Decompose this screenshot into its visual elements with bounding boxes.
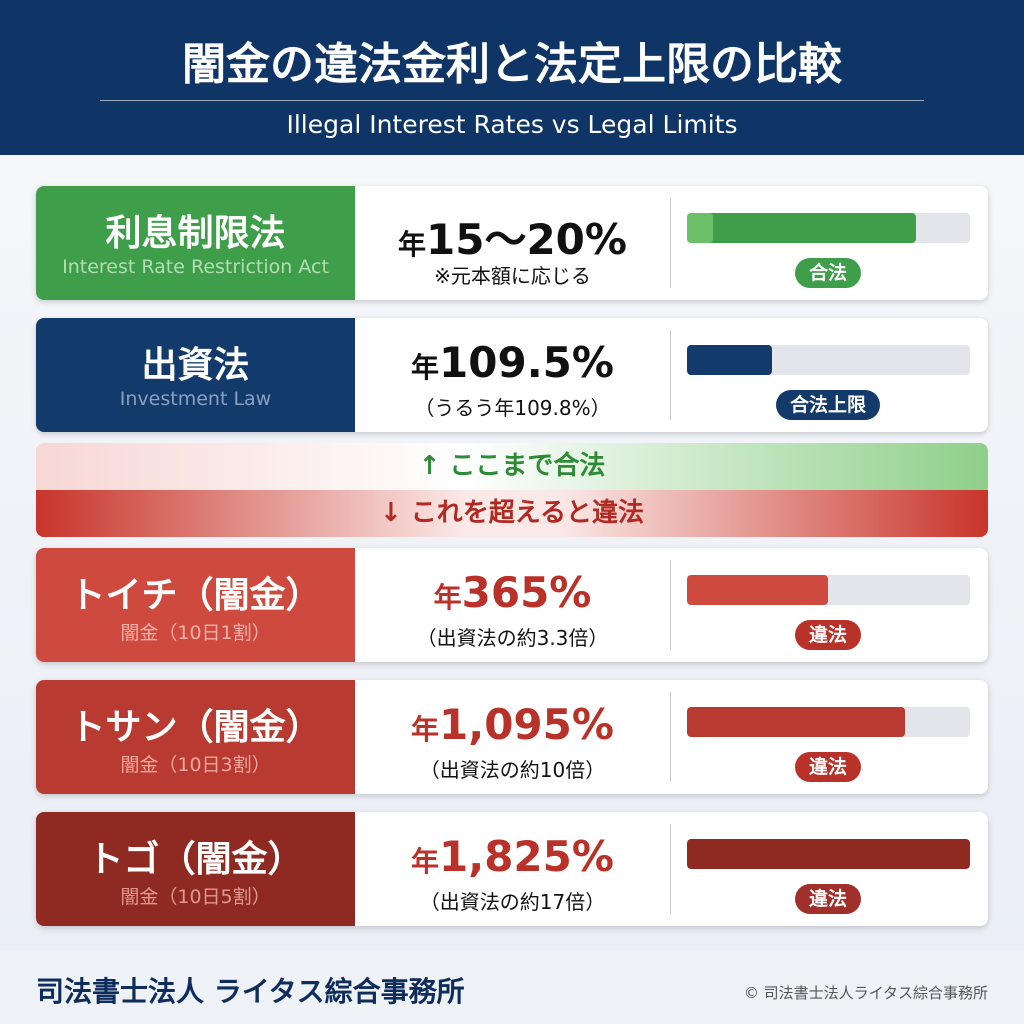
- bar-track: [687, 213, 970, 243]
- row-card: トサン（闇金） 闇金（10日3割） 年1,095% （出資法の約10倍） 違法: [36, 680, 988, 794]
- rate-prefix: 年: [411, 713, 440, 746]
- rate-value: 1,095%: [439, 700, 614, 749]
- status-badge: 違法: [795, 884, 862, 914]
- row-card: 利息制限法 Interest Rate Restriction Act 年15～20…: [36, 186, 988, 300]
- bar-track: [687, 575, 970, 605]
- rate-note: （出資法の約17倍）: [419, 890, 606, 914]
- rate: 年15～20%: [355, 206, 670, 267]
- row-card: 出資法 Investment Law 年109.5% （うるう年109.8%） 合法上限: [36, 318, 988, 432]
- row-name: トイチ（闇金）: [69, 575, 322, 616]
- status-badge: 違法: [795, 752, 862, 782]
- footer: [0, 950, 1024, 1024]
- rate: 年109.5%: [355, 338, 670, 387]
- copyright: © 司法書士法人ライタス綜合事務所: [743, 984, 988, 1002]
- rate-prefix: 年: [433, 581, 462, 614]
- rate-prefix: 年: [398, 228, 427, 261]
- row-subname: Interest Rate Restriction Act: [62, 256, 329, 278]
- row-name: トサン（闇金）: [69, 707, 322, 748]
- rate: 年1,095%: [355, 700, 670, 749]
- row-name: トゴ（闇金）: [87, 839, 304, 880]
- bar-fill: [687, 707, 905, 737]
- bar-track: [687, 707, 970, 737]
- status-badge: 違法: [795, 620, 862, 650]
- status-badge: 合法上限: [776, 390, 881, 420]
- rate-value: 1,825%: [439, 832, 614, 881]
- row-label-panel: [36, 812, 355, 926]
- row-label-panel: [36, 548, 355, 662]
- rate-note: （出資法の約10倍）: [419, 758, 606, 782]
- row-label-panel: [36, 186, 355, 300]
- row-card: トイチ（闇金） 闇金（10日1割） 年365% （出資法の約3.3倍） 違法: [36, 548, 988, 662]
- row-subname: 闇金（10日3割）: [120, 754, 271, 776]
- header-rule: [100, 100, 924, 101]
- rate-prefix: 年: [411, 351, 440, 384]
- rate-note: （うるう年109.8%）: [414, 396, 611, 420]
- bar-fill: [687, 839, 970, 869]
- illegal-banner: ↓ これを超えると違法: [36, 490, 988, 537]
- bar-fill: [687, 575, 828, 605]
- row-subname: 闇金（10日1割）: [120, 622, 271, 644]
- separator: [670, 692, 671, 782]
- row-label-panel: [36, 318, 355, 432]
- legal-banner: ↑ ここまで合法: [36, 443, 988, 490]
- row-label-panel: [36, 680, 355, 794]
- bar-track: [687, 839, 970, 869]
- row-subname: 闇金（10日5割）: [120, 886, 271, 908]
- firm-name: 司法書士法人 ライタス綜合事務所: [36, 975, 465, 1008]
- separator: [670, 330, 671, 420]
- rate-prefix: 年: [411, 845, 440, 878]
- bar-fill: [687, 213, 916, 243]
- bar-track: [687, 345, 970, 375]
- rate-value: 109.5%: [439, 338, 614, 387]
- rate: 年365%: [355, 568, 670, 617]
- status-badge: 合法: [795, 258, 862, 288]
- separator: [670, 560, 671, 650]
- title: 闇金の違法金利と法定上限の比較: [182, 39, 842, 90]
- subtitle: Illegal Interest Rates vs Legal Limits: [286, 110, 738, 139]
- separator: [670, 824, 671, 914]
- separator: [670, 198, 671, 288]
- header: [0, 0, 1024, 155]
- row-name: 利息制限法: [105, 213, 286, 254]
- row-card: トゴ（闇金） 闇金（10日5割） 年1,825% （出資法の約17倍） 違法: [36, 812, 988, 926]
- bar-start: [687, 213, 713, 243]
- bar-fill: [687, 345, 772, 375]
- rate-value: 365%: [461, 568, 592, 617]
- rate-value: 15～20%: [426, 215, 627, 264]
- row-subname: Investment Law: [119, 388, 272, 410]
- rate-note: （出資法の約3.3倍）: [416, 626, 609, 650]
- row-name: 出資法: [141, 345, 250, 386]
- rate-note: ※元本額に応じる: [434, 264, 591, 288]
- rate: 年1,825%: [355, 832, 670, 881]
